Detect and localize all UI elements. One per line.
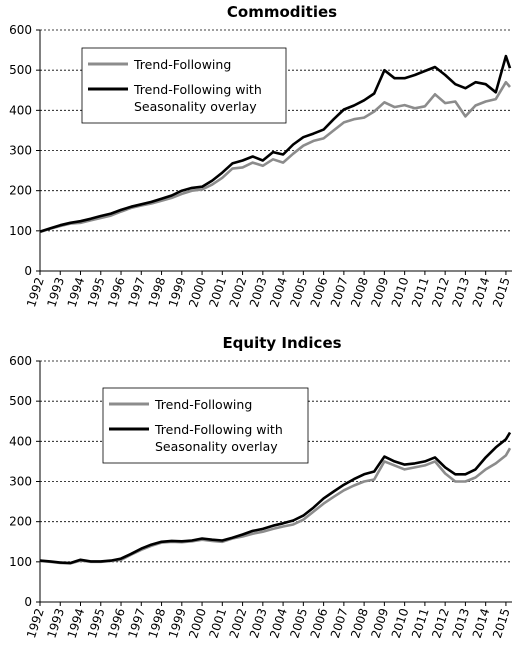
x-tick-label: 2005 bbox=[287, 607, 310, 640]
x-tick-label: 2004 bbox=[267, 276, 290, 309]
legend-label-trend-following-seasonality: Trend-Following with Seasonality overlay bbox=[154, 422, 283, 454]
x-tick-label: 2003 bbox=[247, 276, 270, 309]
x-tick-label: 1998 bbox=[146, 276, 169, 309]
x-tick-label: 1993 bbox=[44, 607, 67, 640]
series-line-trend-following bbox=[39, 447, 512, 565]
x-tick-label: 2001 bbox=[206, 607, 229, 640]
x-tick-label: 1995 bbox=[85, 607, 108, 640]
y-tick-label: 500 bbox=[9, 394, 32, 408]
x-tick-label: 2002 bbox=[227, 607, 250, 640]
x-tick-label: 1993 bbox=[44, 276, 67, 309]
x-tick-label: 1992 bbox=[24, 607, 47, 640]
x-tick-label: 2013 bbox=[450, 276, 473, 309]
y-tick-label: 300 bbox=[9, 475, 32, 489]
y-tick-label: 0 bbox=[24, 595, 32, 609]
y-tick-label: 500 bbox=[9, 63, 32, 77]
legend-label-line: Seasonality overlay bbox=[155, 439, 278, 454]
y-tick-label: 200 bbox=[9, 184, 32, 198]
commodities-chart-panel: Commodities 0 100 200 300 400 500 600 1992 1993 19… bbox=[9, 3, 513, 309]
y-tick-label: 0 bbox=[24, 264, 32, 278]
legend-box bbox=[81, 47, 287, 124]
legend: Trend-Following Trend-Following with Seaso… bbox=[81, 47, 287, 124]
x-tick-label: 2000 bbox=[186, 607, 209, 640]
x-tick-label: 2001 bbox=[206, 276, 229, 309]
x-tick-label: 2007 bbox=[328, 276, 351, 309]
x-tick-label: 2012 bbox=[429, 276, 452, 309]
legend-label-trend-following-seasonality: Trend-Following with Seasonality overlay bbox=[133, 82, 262, 114]
x-tick-label: 2012 bbox=[429, 607, 452, 640]
x-tick-label: 2011 bbox=[409, 276, 432, 309]
x-tick-label: 2003 bbox=[247, 607, 270, 640]
x-tick-label: 1999 bbox=[166, 276, 189, 309]
x-tick-label: 2015 bbox=[490, 607, 513, 640]
x-tick-label: 2011 bbox=[409, 607, 432, 640]
x-tick-label: 1994 bbox=[65, 607, 88, 640]
x-tick-label: 2000 bbox=[186, 276, 209, 309]
x-tick-label: 1992 bbox=[24, 276, 47, 309]
y-tick-label: 400 bbox=[9, 434, 32, 448]
x-tick-label: 2013 bbox=[450, 607, 473, 640]
series-line-trend-following bbox=[39, 80, 511, 234]
x-tick-label: 2010 bbox=[389, 607, 412, 640]
legend: Trend-Following Trend-Following with Seaso… bbox=[102, 387, 309, 464]
x-tick-label: 1994 bbox=[65, 276, 88, 309]
x-tick-label: 2007 bbox=[328, 607, 351, 640]
x-tick-label: 2015 bbox=[490, 276, 513, 309]
x-tick-label: 2002 bbox=[227, 276, 250, 309]
y-tick-label: 600 bbox=[9, 354, 32, 368]
x-tick-label: 1996 bbox=[105, 276, 128, 309]
commodities-chart: Commodities01002003004005006001992199319… bbox=[9, 3, 513, 309]
x-tick-label: 2006 bbox=[308, 607, 331, 640]
y-tick-label: 200 bbox=[9, 515, 32, 529]
x-tick-label: 1997 bbox=[125, 276, 148, 309]
x-tick-label: 2008 bbox=[348, 607, 371, 640]
x-tick-label: 1996 bbox=[105, 607, 128, 640]
legend-label-trend-following: Trend-Following bbox=[133, 57, 231, 72]
y-tick-label: 600 bbox=[9, 23, 32, 37]
x-tick-label: 1999 bbox=[166, 607, 189, 640]
y-tick-label: 300 bbox=[9, 144, 32, 158]
series-line-trend-following-seasonality bbox=[39, 431, 512, 565]
series-line-trend-following-seasonality bbox=[39, 54, 512, 233]
equity-indices-chart: Equity Indices01002003004005006001992199… bbox=[9, 334, 513, 640]
x-tick-label: 2009 bbox=[368, 607, 391, 640]
x-tick-label: 1997 bbox=[125, 607, 148, 640]
y-tick-label: 100 bbox=[9, 555, 32, 569]
legend-label-line: Trend-Following with bbox=[133, 82, 262, 97]
chart-title: Commodities bbox=[227, 3, 337, 21]
x-tick-label: 2008 bbox=[348, 276, 371, 309]
legend-box bbox=[102, 387, 309, 464]
equity-indices-chart-panel: Equity Indices 0 100 200 300 400 500 600 1992 199… bbox=[0, 331, 521, 662]
x-tick-label: 2004 bbox=[267, 607, 290, 640]
y-tick-label: 400 bbox=[9, 103, 32, 117]
x-tick-label: 2006 bbox=[308, 276, 331, 309]
x-tick-label: 2010 bbox=[389, 276, 412, 309]
y-tick-label: 100 bbox=[9, 224, 32, 238]
legend-label-line: Seasonality overlay bbox=[134, 99, 257, 114]
legend-label-line: Trend-Following with bbox=[154, 422, 283, 437]
x-tick-label: 1995 bbox=[85, 276, 108, 309]
x-tick-label: 2009 bbox=[368, 276, 391, 309]
legend-label-trend-following: Trend-Following bbox=[154, 397, 252, 412]
x-tick-label: 1998 bbox=[146, 607, 169, 640]
x-tick-label: 2005 bbox=[287, 276, 310, 309]
chart-title: Equity Indices bbox=[222, 334, 341, 352]
x-tick-label: 2014 bbox=[470, 607, 493, 640]
x-tick-label: 2014 bbox=[470, 276, 493, 309]
